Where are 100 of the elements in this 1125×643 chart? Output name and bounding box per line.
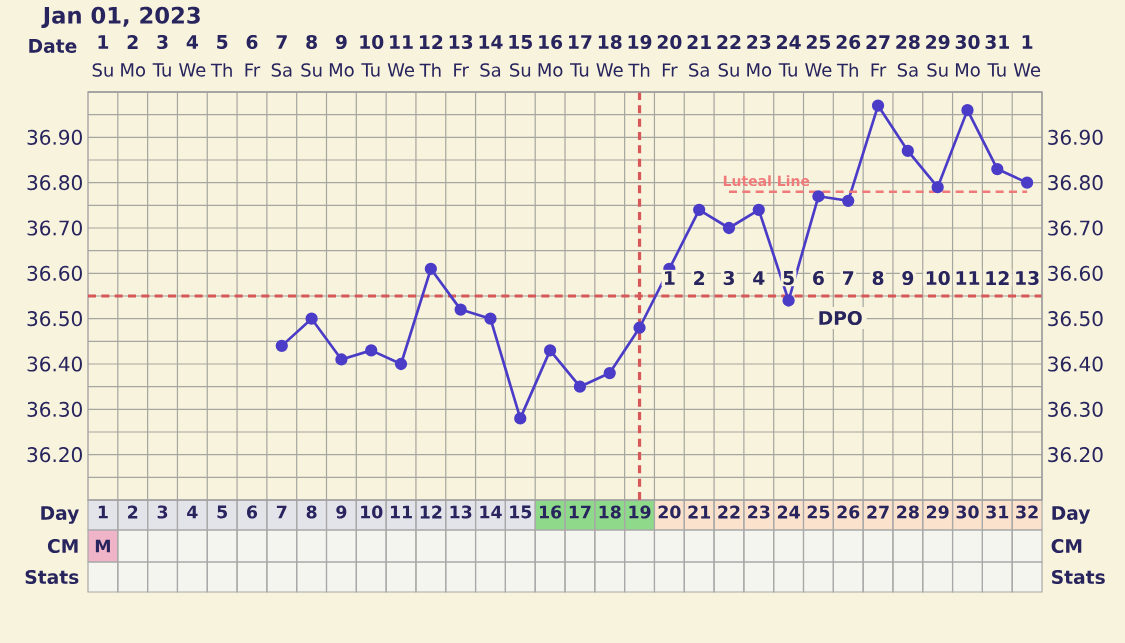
text: Stats — [1052, 569, 1105, 585]
text: We — [387, 63, 414, 77]
text: 12 — [419, 35, 443, 49]
text: M — [95, 539, 110, 553]
point — [633, 321, 646, 334]
x-tick-label: 10 — [361, 505, 383, 519]
text: 26 — [836, 34, 861, 50]
text: 21 — [687, 35, 711, 49]
text: 1 — [98, 35, 109, 49]
text: 9 — [335, 34, 347, 50]
text: Tu — [152, 63, 171, 77]
y2-tick-label: 36.90 — [1048, 129, 1103, 145]
text: 25 — [806, 34, 831, 50]
x-tick-label: 1 — [98, 505, 108, 519]
y2-tick-label: 36.20 — [1048, 447, 1103, 463]
y-tick-label: 36.70 — [27, 220, 82, 236]
point — [961, 103, 974, 117]
point — [514, 412, 527, 425]
text: We — [1013, 63, 1041, 77]
text: 28 — [896, 34, 920, 50]
text: Th — [210, 63, 232, 77]
text: 7 — [276, 35, 287, 49]
x-tick-label: 31 — [986, 505, 1009, 519]
text: 5 — [217, 35, 228, 49]
text: 4 — [186, 35, 198, 49]
point — [454, 303, 467, 316]
x-axis-title: Day — [41, 506, 79, 524]
annotation: 6 — [813, 270, 824, 286]
x-tick-label: 5 — [217, 505, 227, 519]
y2-tick-label: 36.50 — [1048, 311, 1103, 327]
point — [394, 357, 408, 371]
x-tick-label: 16 — [540, 505, 562, 519]
text: 16 — [539, 34, 563, 50]
x-tick-label: 2 — [128, 505, 138, 519]
text: 8 — [306, 34, 317, 50]
x-tick-label: 24 — [777, 505, 800, 519]
annotation: DPO — [819, 310, 862, 326]
text: Sa — [480, 63, 501, 77]
text: Tu — [778, 63, 797, 77]
point — [335, 353, 348, 366]
point — [752, 203, 765, 217]
point — [484, 312, 497, 325]
annotation: 12 — [986, 271, 1009, 285]
y2-tick-label: 36.30 — [1048, 401, 1103, 417]
point — [871, 99, 885, 112]
x-tick-label: 20 — [658, 505, 681, 519]
point — [812, 190, 825, 203]
x-tick-label: 25 — [807, 505, 830, 519]
x-tick-label: 17 — [569, 505, 591, 519]
annotation: 13 — [1016, 270, 1039, 286]
y-tick-label: 36.50 — [27, 311, 82, 327]
x-tick-label: 30 — [956, 505, 979, 519]
x-tick-label: 15 — [510, 505, 532, 519]
text: 6 — [246, 34, 258, 50]
text: Tu — [361, 63, 380, 77]
text: Mo — [747, 63, 772, 77]
text: 23 — [747, 34, 771, 50]
point — [931, 181, 944, 194]
text: 1 — [1022, 35, 1033, 49]
text: Sa — [897, 63, 918, 77]
text: 27 — [866, 35, 890, 49]
text: Sa — [689, 63, 709, 77]
x-tick-label: 3 — [157, 505, 168, 519]
text: Mo — [121, 63, 146, 77]
x-tick-label: 9 — [336, 505, 347, 519]
annotation: 10 — [926, 270, 950, 286]
point — [424, 262, 437, 275]
point — [543, 344, 557, 357]
annotation: 9 — [902, 270, 914, 286]
text: 10 — [360, 34, 384, 50]
text: 31 — [985, 34, 1009, 50]
point — [365, 344, 378, 357]
text: Th — [419, 63, 441, 77]
y2-tick-label: 36.80 — [1048, 175, 1103, 191]
text: Su — [510, 63, 531, 77]
text: 14 — [479, 35, 503, 49]
text: 30 — [955, 34, 980, 50]
text: Su — [92, 63, 113, 77]
x-tick-label: 4 — [187, 505, 198, 519]
text: 22 — [717, 35, 741, 49]
y-tick-label: 36.60 — [27, 265, 82, 281]
point — [722, 221, 736, 235]
y2-tick-label: 36.40 — [1048, 356, 1103, 372]
annotation: 4 — [753, 271, 765, 285]
x-tick-label: 11 — [390, 505, 412, 519]
x-tick-label: 27 — [867, 505, 889, 519]
x-tick-label: 23 — [748, 505, 770, 519]
text: We — [179, 63, 206, 77]
x-tick-label: 8 — [306, 505, 317, 519]
y2-tick-label: 36.70 — [1048, 220, 1103, 236]
text: 20 — [657, 34, 682, 50]
y2-tick-label: 36.60 — [1048, 265, 1103, 281]
point — [275, 339, 288, 352]
text: 18 — [598, 34, 622, 50]
text: 29 — [926, 34, 950, 50]
annotation: 11 — [956, 271, 980, 285]
point — [693, 203, 706, 217]
text: We — [596, 63, 623, 77]
text: Date — [29, 39, 77, 53]
text: We — [805, 63, 832, 77]
